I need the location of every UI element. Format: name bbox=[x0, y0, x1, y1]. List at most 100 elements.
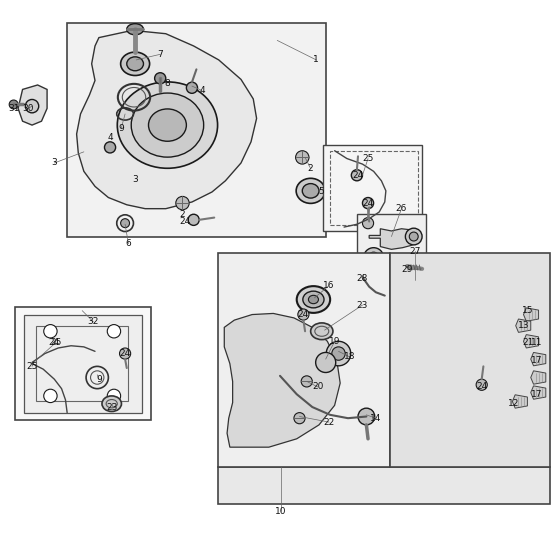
Polygon shape bbox=[390, 253, 550, 466]
Polygon shape bbox=[67, 22, 326, 236]
Circle shape bbox=[108, 389, 120, 403]
Circle shape bbox=[298, 309, 309, 320]
Polygon shape bbox=[218, 466, 550, 504]
Polygon shape bbox=[18, 85, 47, 125]
Circle shape bbox=[9, 100, 18, 109]
Text: 25: 25 bbox=[50, 338, 62, 347]
Circle shape bbox=[294, 413, 305, 424]
Text: 23: 23 bbox=[106, 403, 118, 412]
Text: 18: 18 bbox=[344, 352, 356, 361]
Text: 30: 30 bbox=[22, 104, 34, 113]
Circle shape bbox=[476, 379, 487, 390]
Circle shape bbox=[119, 348, 130, 359]
Polygon shape bbox=[516, 319, 531, 333]
Text: 15: 15 bbox=[522, 306, 534, 315]
Text: 32: 32 bbox=[88, 318, 99, 326]
Circle shape bbox=[155, 73, 166, 84]
Ellipse shape bbox=[309, 295, 319, 304]
Polygon shape bbox=[357, 214, 426, 279]
Polygon shape bbox=[524, 335, 539, 348]
Text: 2: 2 bbox=[180, 210, 185, 219]
Polygon shape bbox=[512, 395, 528, 408]
Text: 2: 2 bbox=[308, 164, 314, 173]
Text: 23: 23 bbox=[357, 301, 368, 310]
Text: 24: 24 bbox=[476, 382, 487, 391]
Text: 25: 25 bbox=[362, 154, 374, 163]
Text: 9: 9 bbox=[96, 375, 102, 384]
Circle shape bbox=[362, 218, 374, 228]
Polygon shape bbox=[369, 228, 418, 249]
Circle shape bbox=[186, 82, 198, 94]
Polygon shape bbox=[218, 253, 390, 466]
Text: 17: 17 bbox=[530, 390, 542, 399]
Circle shape bbox=[363, 248, 384, 268]
Ellipse shape bbox=[102, 396, 122, 412]
Text: 24: 24 bbox=[119, 349, 130, 358]
Polygon shape bbox=[531, 386, 546, 399]
Polygon shape bbox=[531, 352, 546, 366]
Circle shape bbox=[296, 151, 309, 164]
Text: 1: 1 bbox=[314, 55, 319, 64]
Circle shape bbox=[44, 325, 57, 338]
Ellipse shape bbox=[311, 323, 333, 339]
Polygon shape bbox=[24, 315, 142, 413]
Circle shape bbox=[105, 142, 115, 153]
Ellipse shape bbox=[131, 93, 204, 157]
Text: 6: 6 bbox=[125, 239, 131, 248]
Circle shape bbox=[326, 341, 351, 366]
Text: 19: 19 bbox=[329, 337, 340, 346]
Text: 24: 24 bbox=[49, 338, 60, 347]
Circle shape bbox=[332, 347, 345, 360]
Circle shape bbox=[120, 219, 129, 227]
Circle shape bbox=[409, 232, 418, 241]
Text: 7: 7 bbox=[157, 50, 163, 59]
Text: 14: 14 bbox=[370, 414, 381, 423]
Text: 4: 4 bbox=[107, 133, 113, 142]
Circle shape bbox=[44, 389, 57, 403]
Text: 8: 8 bbox=[165, 80, 170, 88]
Circle shape bbox=[421, 264, 432, 276]
Circle shape bbox=[316, 352, 336, 372]
Text: 24: 24 bbox=[180, 217, 191, 226]
Ellipse shape bbox=[117, 82, 218, 168]
Text: 20: 20 bbox=[312, 382, 324, 391]
Text: 16: 16 bbox=[323, 281, 335, 290]
Text: 5: 5 bbox=[318, 188, 324, 197]
Text: 22: 22 bbox=[324, 418, 335, 427]
Text: 10: 10 bbox=[276, 507, 287, 516]
Text: 24: 24 bbox=[298, 310, 309, 319]
Ellipse shape bbox=[302, 184, 319, 198]
Circle shape bbox=[108, 325, 120, 338]
Ellipse shape bbox=[296, 178, 325, 203]
Text: 28: 28 bbox=[357, 274, 368, 283]
Circle shape bbox=[176, 197, 189, 210]
Text: 24: 24 bbox=[352, 171, 363, 180]
Polygon shape bbox=[524, 308, 539, 321]
Ellipse shape bbox=[297, 286, 330, 313]
Text: 29: 29 bbox=[402, 265, 413, 274]
Text: 17: 17 bbox=[530, 356, 542, 365]
Circle shape bbox=[188, 214, 199, 225]
Polygon shape bbox=[324, 145, 422, 231]
Circle shape bbox=[25, 100, 39, 113]
Ellipse shape bbox=[148, 109, 186, 141]
Circle shape bbox=[405, 228, 422, 245]
Text: 31: 31 bbox=[8, 104, 20, 113]
Text: 27: 27 bbox=[409, 246, 421, 255]
Text: 13: 13 bbox=[519, 321, 530, 330]
Ellipse shape bbox=[127, 57, 143, 71]
Polygon shape bbox=[15, 307, 151, 421]
Text: 24: 24 bbox=[362, 199, 374, 208]
Circle shape bbox=[351, 170, 362, 181]
Circle shape bbox=[368, 252, 379, 263]
Ellipse shape bbox=[127, 24, 143, 35]
Text: 25: 25 bbox=[26, 362, 38, 371]
Text: 12: 12 bbox=[508, 399, 520, 408]
Circle shape bbox=[358, 408, 375, 425]
Text: 26: 26 bbox=[396, 204, 407, 213]
Ellipse shape bbox=[303, 291, 324, 308]
Polygon shape bbox=[77, 30, 256, 209]
Polygon shape bbox=[224, 314, 340, 447]
Text: 21: 21 bbox=[522, 338, 534, 347]
Text: 9: 9 bbox=[118, 124, 124, 133]
